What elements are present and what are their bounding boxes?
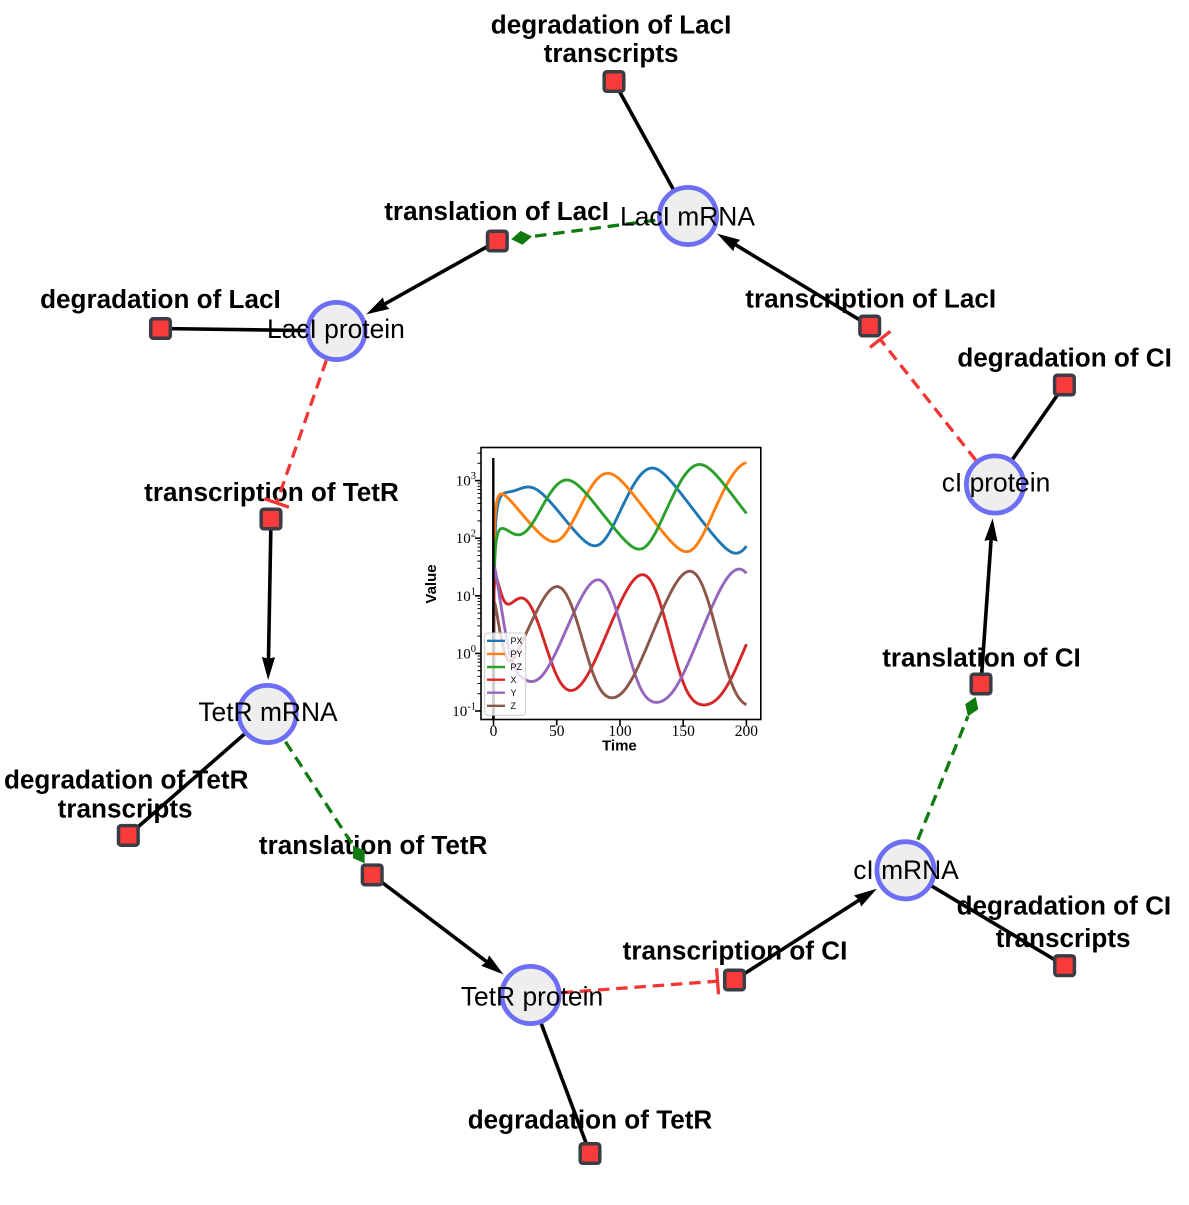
svg-text:transcription of LacI: transcription of LacI <box>745 284 996 314</box>
svg-text:transcripts: transcripts <box>544 38 679 68</box>
svg-text:LacI protein: LacI protein <box>267 314 405 344</box>
svg-text:cI mRNA: cI mRNA <box>853 855 959 885</box>
svg-text:Value: Value <box>423 564 440 603</box>
svg-text:degradation of CI: degradation of CI <box>957 343 1172 373</box>
svg-text:PX: PX <box>511 636 523 646</box>
svg-text:PZ: PZ <box>511 662 523 672</box>
svg-text:PY: PY <box>511 649 523 659</box>
svg-text:cI protein: cI protein <box>942 468 1051 498</box>
svg-text:LacI mRNA: LacI mRNA <box>620 202 755 232</box>
svg-text:50: 50 <box>549 723 565 740</box>
svg-text:100: 100 <box>608 723 632 740</box>
svg-text:degradation of LacI: degradation of LacI <box>491 9 732 39</box>
svg-text:degradation of TetR: degradation of TetR <box>468 1104 713 1134</box>
svg-text:X: X <box>511 675 517 685</box>
svg-text:degradation of LacI: degradation of LacI <box>40 284 281 314</box>
svg-text:degradation of CI: degradation of CI <box>957 891 1172 921</box>
svg-text:Z: Z <box>511 701 517 711</box>
svg-text:degradation of TetR: degradation of TetR <box>4 765 249 795</box>
svg-text:translation of LacI: translation of LacI <box>384 196 609 226</box>
svg-text:TetR protein: TetR protein <box>461 982 603 1012</box>
svg-text:0: 0 <box>490 723 498 740</box>
svg-text:Time: Time <box>602 738 637 755</box>
svg-text:Y: Y <box>511 688 517 698</box>
svg-text:200: 200 <box>735 723 759 740</box>
svg-text:translation of TetR: translation of TetR <box>259 830 488 860</box>
svg-text:transcription of CI: transcription of CI <box>623 935 848 965</box>
svg-text:TetR mRNA: TetR mRNA <box>198 697 338 727</box>
svg-text:150: 150 <box>672 723 696 740</box>
